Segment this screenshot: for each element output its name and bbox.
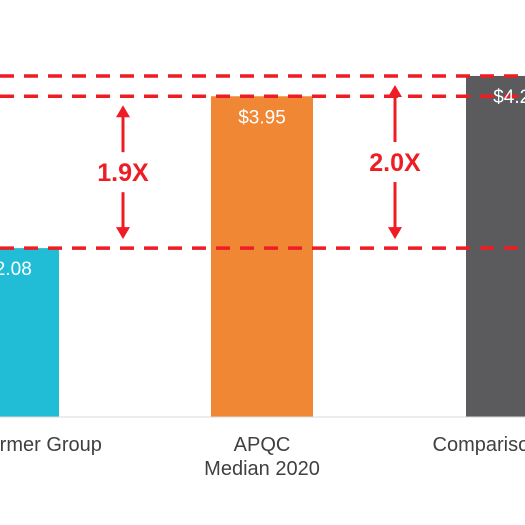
value-label-2: $4.20 — [493, 87, 525, 108]
multiplier-arrow-head-bottom-0 — [116, 227, 130, 240]
multiplier-arrow-head-top-1 — [388, 84, 402, 97]
value-label-1: $3.95 — [238, 107, 286, 128]
multiplier-label-0: 1.9X — [97, 159, 149, 187]
multiplier-arrow-head-bottom-1 — [388, 227, 402, 240]
multiplier-arrow-head-top-0 — [116, 105, 130, 118]
value-labels-layer: $2.08 $3.95 $4.20 — [0, 87, 525, 280]
category-label-2-0: Comparison Group — [433, 434, 525, 456]
category-label-1-1: Median 2020 — [204, 458, 320, 480]
bar-0 — [0, 248, 59, 417]
reference-lines-layer — [0, 74, 525, 250]
multiplier-arrow-1 — [388, 84, 402, 240]
multiplier-labels-layer: 1.9X 2.0X — [97, 149, 421, 187]
category-label-0-0: Top Performer Group — [0, 434, 102, 456]
multiplier-arrow-0 — [116, 105, 130, 240]
multiplier-arrows-layer — [116, 84, 402, 240]
category-label-1-0: APQC — [234, 434, 291, 456]
multiplier-label-1: 2.0X — [369, 149, 421, 177]
bar-1 — [211, 96, 313, 417]
value-label-0: $2.08 — [0, 259, 32, 280]
